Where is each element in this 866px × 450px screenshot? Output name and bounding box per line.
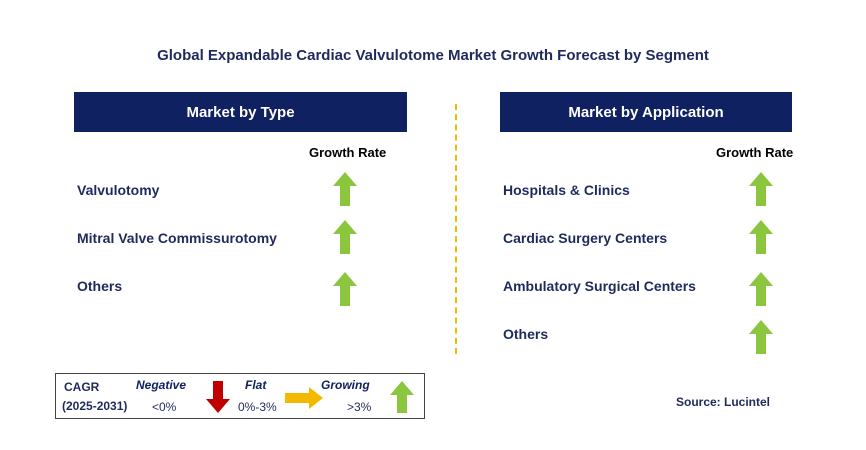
type-panel-header-label: Market by Type	[186, 103, 295, 121]
application-growth-rate-label: Growth Rate	[716, 145, 794, 160]
source-label: Source: Lucintel	[676, 395, 771, 409]
growing-arrow-icon	[333, 172, 357, 206]
application-panel-header-label: Market by Application	[568, 103, 724, 121]
application-panel-header: Market by Application	[500, 92, 792, 132]
legend-period-label: (2025-2031)	[62, 399, 128, 413]
growing-arrow-icon	[390, 381, 414, 413]
legend-negative-label: Negative	[136, 378, 187, 392]
application-item-ambulatory-surgical-centers: Ambulatory Surgical Centers	[503, 278, 696, 294]
application-item-cardiac-surgery-centers: Cardiac Surgery Centers	[503, 230, 668, 246]
legend-growing-label: Growing	[321, 378, 370, 392]
legend-flat-label: Flat	[245, 378, 267, 392]
application-item-hospitals-clinics: Hospitals & Clinics	[503, 182, 630, 198]
type-panel-header: Market by Type	[74, 92, 407, 132]
legend-negative-range: <0%	[152, 400, 177, 414]
growing-arrow-icon	[749, 272, 773, 306]
growing-arrow-icon	[749, 220, 773, 254]
growing-arrow-icon	[333, 220, 357, 254]
panel-divider	[455, 104, 457, 354]
chart-title: Global Expandable Cardiac Valvulotome Ma…	[157, 47, 709, 64]
cagr-legend: CAGR (2025-2031) Negative <0% Flat 0%-3%…	[55, 373, 425, 419]
type-item-mitral-valve-commissurotomy: Mitral Valve Commissurotomy	[77, 230, 277, 246]
growing-arrow-icon	[749, 172, 773, 206]
growing-arrow-icon	[749, 320, 773, 354]
application-item-others: Others	[503, 326, 549, 342]
type-item-valvulotomy: Valvulotomy	[77, 182, 160, 198]
negative-arrow-icon	[206, 381, 230, 413]
flat-arrow-icon	[285, 387, 323, 409]
type-item-others: Others	[77, 278, 123, 294]
legend-growing-range: >3%	[347, 400, 372, 414]
growing-arrow-icon	[333, 272, 357, 306]
legend-cagr-label: CAGR	[64, 380, 100, 394]
type-growth-rate-label: Growth Rate	[309, 145, 387, 160]
legend-flat-range: 0%-3%	[238, 400, 277, 414]
